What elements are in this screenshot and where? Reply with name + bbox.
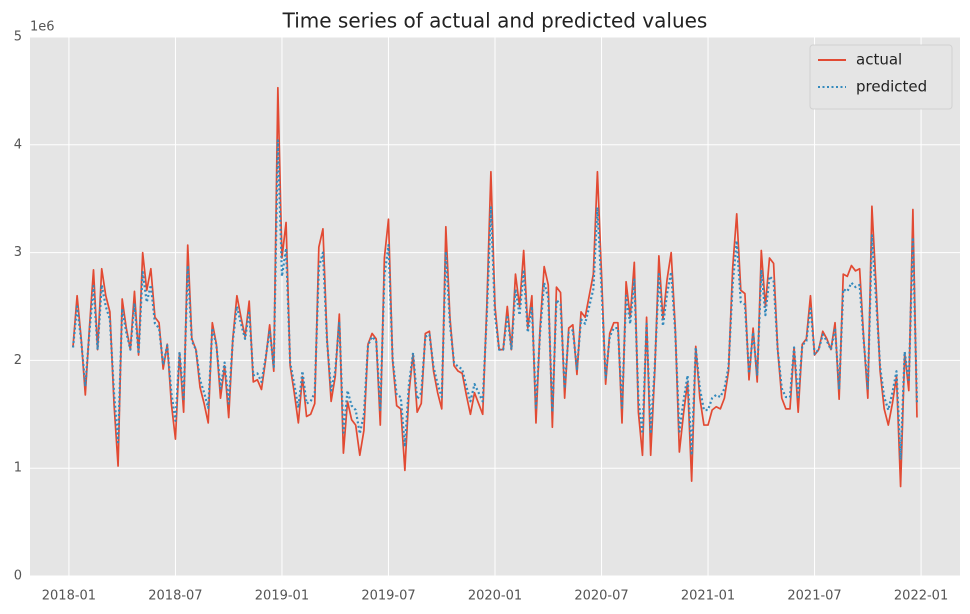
y-tick-label: 3 xyxy=(14,245,22,260)
x-tick-label: 2018-01 xyxy=(42,589,96,604)
x-tick-label: 2021-07 xyxy=(787,589,841,604)
y-tick-label: 2 xyxy=(14,353,22,368)
series-line xyxy=(71,139,919,461)
chart-title: Time series of actual and predicted valu… xyxy=(282,9,708,33)
legend-label: actual xyxy=(856,51,902,69)
legend: actual predicted xyxy=(809,44,953,110)
y-tick-label: 5 xyxy=(14,30,22,45)
x-tick-label: 2022-01 xyxy=(894,589,948,604)
x-tick-label: 2021-01 xyxy=(681,589,735,604)
x-tick-label: 2018-07 xyxy=(148,589,202,604)
y-tick-label: 4 xyxy=(14,137,22,152)
x-tick-label: 2020-01 xyxy=(468,589,522,604)
y-tick-label: 1 xyxy=(14,461,22,476)
x-tick-label: 2020-07 xyxy=(574,589,628,604)
y-offset-label: 1e6 xyxy=(30,20,55,35)
y-tick-label: 0 xyxy=(14,569,22,584)
x-tick-label: 2019-01 xyxy=(255,589,309,604)
x-tick-label: 2019-07 xyxy=(361,589,415,604)
legend-label: predicted xyxy=(856,78,927,96)
